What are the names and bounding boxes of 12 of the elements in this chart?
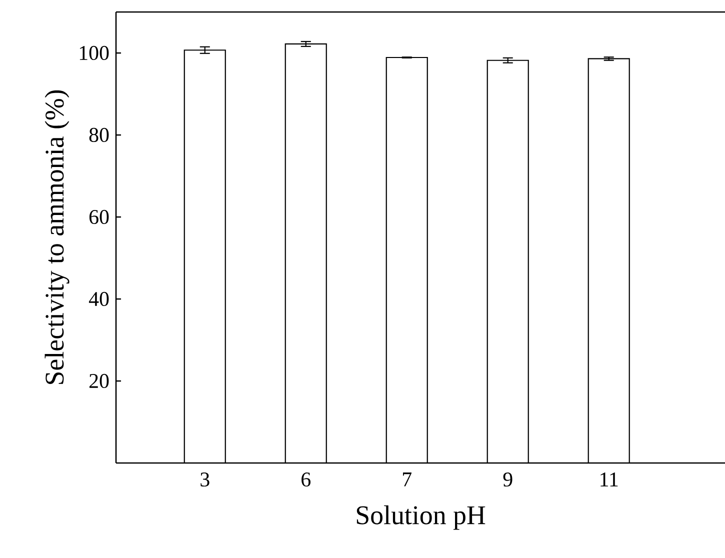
x-axis-title: Solution pH xyxy=(356,505,486,530)
y-axis-title: Selectivity to ammonia (%) xyxy=(44,90,70,384)
x-tick-label: 3 xyxy=(200,472,210,487)
y-tick-label: 60 xyxy=(89,210,109,224)
x-tick-label: 6 xyxy=(302,472,310,487)
y-tick-label: 80 xyxy=(89,128,109,142)
x-tick-label: 7 xyxy=(403,472,412,486)
y-tick-label: 40 xyxy=(88,292,109,306)
x-tick-label: 9 xyxy=(503,472,512,487)
y-tick-label: 100 xyxy=(80,46,109,60)
y-tick-label: 20 xyxy=(89,374,109,388)
x-tick-label: 11 xyxy=(600,472,618,486)
